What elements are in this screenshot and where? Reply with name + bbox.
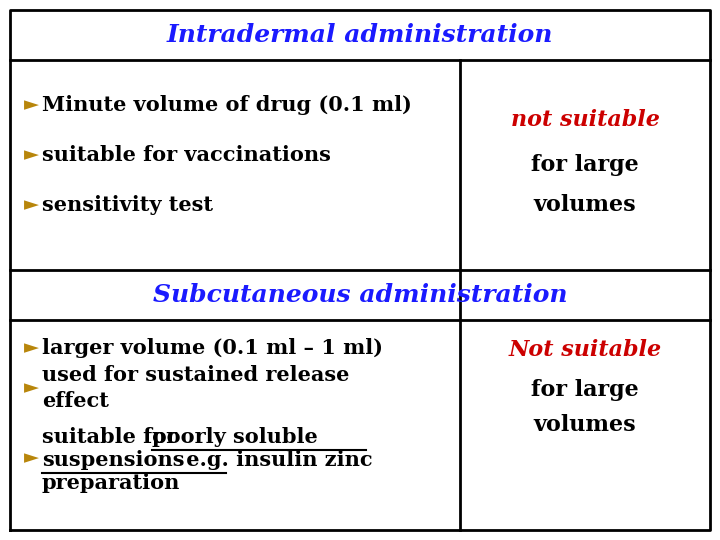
Text: for large: for large — [531, 379, 639, 401]
Text: not suitable: not suitable — [510, 109, 660, 131]
Text: Subcutaneous administration: Subcutaneous administration — [153, 283, 567, 307]
Text: ►: ► — [24, 96, 39, 114]
Text: ►: ► — [24, 449, 39, 467]
Text: Intradermal administration: Intradermal administration — [167, 23, 553, 47]
Text: sensitivity test: sensitivity test — [42, 195, 213, 215]
Text: e.g. insulin zinc: e.g. insulin zinc — [179, 450, 373, 470]
Text: suitable for: suitable for — [42, 427, 184, 447]
Text: ►: ► — [24, 339, 39, 357]
Text: volumes: volumes — [534, 194, 636, 216]
Text: ►: ► — [24, 379, 39, 397]
Text: ►: ► — [24, 146, 39, 164]
Text: larger volume (0.1 ml – 1 ml): larger volume (0.1 ml – 1 ml) — [42, 338, 383, 358]
Text: preparation: preparation — [42, 473, 181, 493]
Text: for large: for large — [531, 154, 639, 176]
Text: Minute volume of drug (0.1 ml): Minute volume of drug (0.1 ml) — [42, 95, 412, 115]
Text: suitable for vaccinations: suitable for vaccinations — [42, 145, 331, 165]
Text: Not suitable: Not suitable — [508, 339, 662, 361]
Text: volumes: volumes — [534, 414, 636, 436]
Text: ►: ► — [24, 196, 39, 214]
Text: suspensions: suspensions — [42, 450, 184, 470]
Text: poorly soluble: poorly soluble — [152, 427, 318, 447]
Text: used for sustained release
effect: used for sustained release effect — [42, 365, 349, 411]
